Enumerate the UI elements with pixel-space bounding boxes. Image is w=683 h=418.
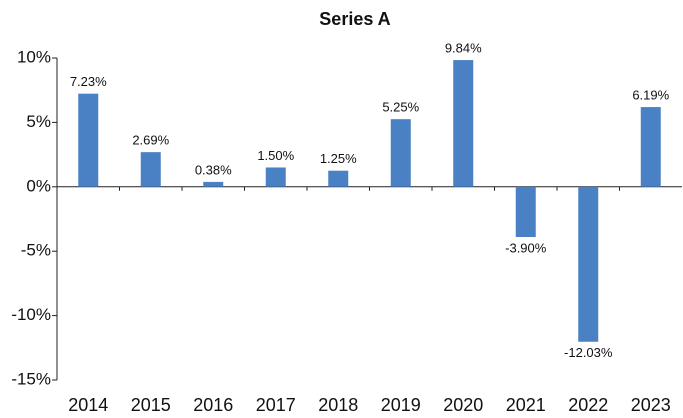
value-label: 6.19% <box>632 88 669 103</box>
bar <box>328 170 349 187</box>
x-tick-label: 2015 <box>131 395 171 415</box>
y-tick-label: 0% <box>26 176 51 195</box>
y-tick-label: -5% <box>21 241 51 260</box>
bar <box>515 186 536 238</box>
value-label: 9.84% <box>445 40 482 55</box>
value-label: 2.69% <box>132 133 169 148</box>
y-tick-label: -15% <box>11 369 51 388</box>
x-tick-label: 2019 <box>381 395 421 415</box>
value-label: 0.38% <box>195 162 232 177</box>
bar <box>453 60 474 187</box>
value-label: -12.03% <box>564 345 613 360</box>
y-tick-label: 5% <box>26 112 51 131</box>
x-tick-label: 2022 <box>568 395 608 415</box>
value-label: 1.50% <box>257 148 294 163</box>
bar <box>78 93 99 187</box>
bar <box>140 152 161 187</box>
bar <box>640 107 661 187</box>
value-label: 1.25% <box>320 151 357 166</box>
bar <box>265 167 286 187</box>
x-tick-label: 2016 <box>193 395 233 415</box>
bar <box>203 181 224 187</box>
y-tick-label: 10% <box>17 47 51 66</box>
x-tick-label: 2017 <box>256 395 296 415</box>
value-label: -3.90% <box>505 240 547 255</box>
x-tick-label: 2021 <box>506 395 546 415</box>
chart-title: Series A <box>319 9 390 29</box>
bar <box>390 119 411 187</box>
value-label: 5.25% <box>382 100 419 115</box>
y-tick-label: -10% <box>11 305 51 324</box>
bar <box>578 186 599 342</box>
x-tick-label: 2023 <box>631 395 671 415</box>
x-tick-label: 2014 <box>68 395 108 415</box>
x-tick-label: 2018 <box>318 395 358 415</box>
x-tick-label: 2020 <box>443 395 483 415</box>
value-label: 7.23% <box>70 74 107 89</box>
